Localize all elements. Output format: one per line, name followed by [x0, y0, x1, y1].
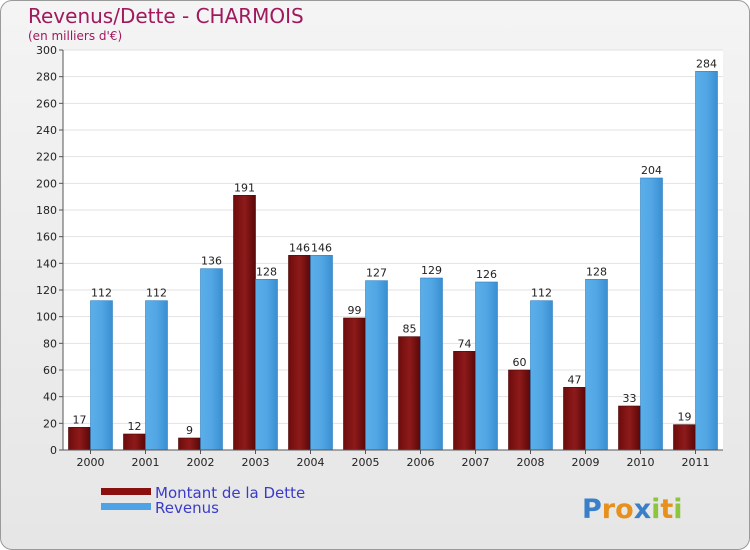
debt-value-label: 85: [403, 323, 417, 336]
debt-value-label: 33: [623, 392, 637, 405]
revenue-bar: [530, 300, 553, 451]
y-tick-label: 200: [36, 177, 57, 190]
debt-bar: [398, 336, 421, 451]
debt-bar: [508, 369, 531, 451]
debt-bar: [618, 405, 641, 451]
x-tick-label: 2010: [627, 456, 655, 469]
revenue-bar: [310, 255, 333, 451]
y-tick-label: 260: [36, 97, 57, 110]
revenue-bar: [365, 280, 388, 451]
revenue-bar: [640, 177, 663, 451]
debt-bar: [68, 427, 91, 451]
revenue-value-label: 127: [366, 267, 387, 280]
x-tick-label: 2004: [297, 456, 325, 469]
logo-letter: P: [582, 494, 602, 525]
legend-swatch-revenue: [101, 503, 151, 510]
revenue-value-label: 136: [201, 255, 222, 268]
debt-bar: [178, 437, 201, 451]
revenue-value-label: 129: [421, 264, 442, 277]
logo-letter: x: [634, 494, 651, 525]
revenue-value-label: 204: [641, 164, 662, 177]
debt-value-label: 74: [458, 337, 472, 350]
y-tick-label: 120: [36, 284, 57, 297]
chart-title: Revenus/Dette - CHARMOIS: [28, 4, 304, 28]
y-tick-label: 280: [36, 71, 57, 84]
revenue-value-label: 146: [311, 241, 332, 254]
logo-letter: o: [615, 494, 634, 525]
revenue-value-label: 284: [696, 57, 717, 70]
revenue-bar: [420, 277, 443, 451]
logo-letter: t: [660, 494, 673, 525]
revenue-bar: [255, 279, 278, 451]
chart-subtitle: (en milliers d'€): [28, 29, 123, 43]
logo-letter: i: [673, 494, 682, 525]
legend-label-revenue: Revenus: [155, 499, 219, 517]
debt-value-label: 17: [73, 413, 87, 426]
revenue-value-label: 112: [91, 287, 112, 300]
y-tick-label: 60: [43, 364, 57, 377]
revenue-value-label: 112: [531, 287, 552, 300]
y-tick-label: 220: [36, 151, 57, 164]
debt-bar: [563, 387, 586, 451]
y-tick-label: 300: [36, 44, 57, 57]
y-tick-label: 240: [36, 124, 57, 137]
debt-value-label: 60: [513, 356, 527, 369]
x-tick-label: 2008: [517, 456, 545, 469]
debt-value-label: 19: [678, 411, 692, 424]
y-tick-label: 80: [43, 337, 57, 350]
logo-letter: r: [602, 494, 616, 525]
x-tick-label: 2006: [407, 456, 435, 469]
x-tick-label: 2003: [242, 456, 270, 469]
y-tick-label: 40: [43, 391, 57, 404]
y-tick-label: 140: [36, 257, 57, 270]
x-tick-label: 2002: [187, 456, 215, 469]
debt-bar: [233, 195, 256, 451]
debt-value-label: 191: [234, 181, 255, 194]
revenue-value-label: 128: [256, 265, 277, 278]
x-tick-label: 2000: [77, 456, 105, 469]
logo-letter: i: [651, 494, 660, 525]
y-tick-label: 100: [36, 311, 57, 324]
legend-swatch-debt: [101, 488, 151, 495]
revenue-value-label: 126: [476, 268, 497, 281]
debt-bar: [673, 424, 696, 451]
y-tick-label: 0: [50, 444, 57, 457]
debt-value-label: 99: [348, 304, 362, 317]
revenue-bar: [90, 300, 113, 451]
debt-bar: [453, 351, 476, 451]
x-tick-label: 2007: [462, 456, 490, 469]
revenue-bar: [695, 71, 718, 451]
y-tick-label: 160: [36, 231, 57, 244]
debt-bar: [343, 317, 366, 451]
plot-area: [63, 50, 723, 450]
debt-bar: [123, 433, 146, 451]
y-tick-label: 180: [36, 204, 57, 217]
debt-value-label: 12: [128, 420, 142, 433]
revenue-bar: [145, 300, 168, 451]
revenue-bar: [585, 279, 608, 451]
x-tick-label: 2001: [132, 456, 160, 469]
y-tick-label: 20: [43, 417, 57, 430]
x-tick-label: 2009: [572, 456, 600, 469]
revenue-bar: [475, 281, 498, 451]
revenue-bar: [200, 268, 223, 451]
debt-value-label: 47: [568, 373, 582, 386]
legend-label-debt: Montant de la Dette: [155, 484, 305, 502]
revenue-value-label: 128: [586, 265, 607, 278]
proxiti-logo: Proxiti: [582, 494, 683, 525]
x-tick-label: 2011: [682, 456, 710, 469]
revenue-value-label: 112: [146, 287, 167, 300]
debt-bar: [288, 255, 311, 451]
x-tick-label: 2005: [352, 456, 380, 469]
debt-value-label: 9: [186, 424, 193, 437]
debt-value-label: 146: [289, 241, 310, 254]
